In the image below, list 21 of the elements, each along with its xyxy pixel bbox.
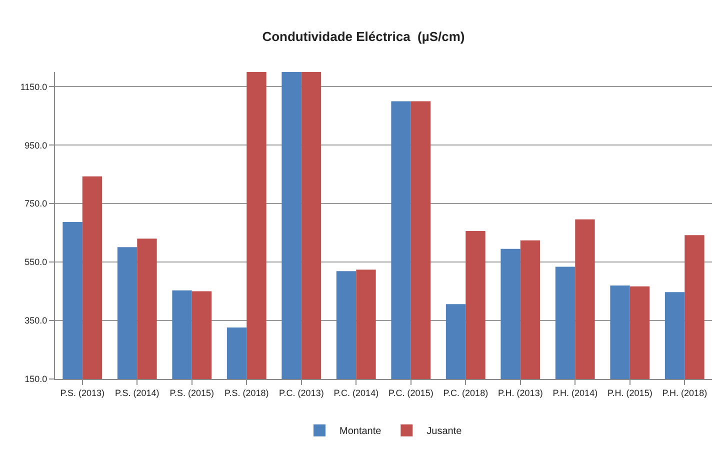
x-tick-label: P.H. (2018): [662, 388, 708, 398]
x-tick-label: P.C. (2013): [278, 388, 324, 398]
x-tick-label: P.H. (2015): [607, 388, 652, 398]
y-tick-label: 750.0: [24, 198, 48, 209]
y-tick-label: 350.0: [24, 316, 48, 326]
legend-label: Jusante: [426, 426, 462, 438]
x-tick-label: P.C. (2015): [388, 388, 434, 398]
y-tick-label: 550.0: [24, 257, 48, 268]
y-tick-label: 150.0: [24, 374, 48, 384]
x-tick-label: P.S. (2013): [60, 388, 105, 398]
chart-title: Condutividade Eléctrica (µS/cm): [262, 29, 465, 44]
x-tick-label: P.C. (2014): [334, 388, 379, 398]
x-tick-label: P.S. (2018): [224, 388, 269, 398]
x-tick-label: P.H. (2014): [552, 388, 598, 398]
y-tick-label: 950.0: [24, 140, 48, 150]
x-tick-label: P.S. (2015): [170, 388, 214, 398]
x-tick-label: P.H. (2013): [498, 388, 543, 398]
y-tick-label: 1150.0: [20, 82, 48, 92]
x-tick-label: P.S. (2014): [114, 388, 160, 398]
x-tick-label: P.C. (2018): [443, 388, 488, 398]
legend-label: Montante: [340, 426, 382, 438]
